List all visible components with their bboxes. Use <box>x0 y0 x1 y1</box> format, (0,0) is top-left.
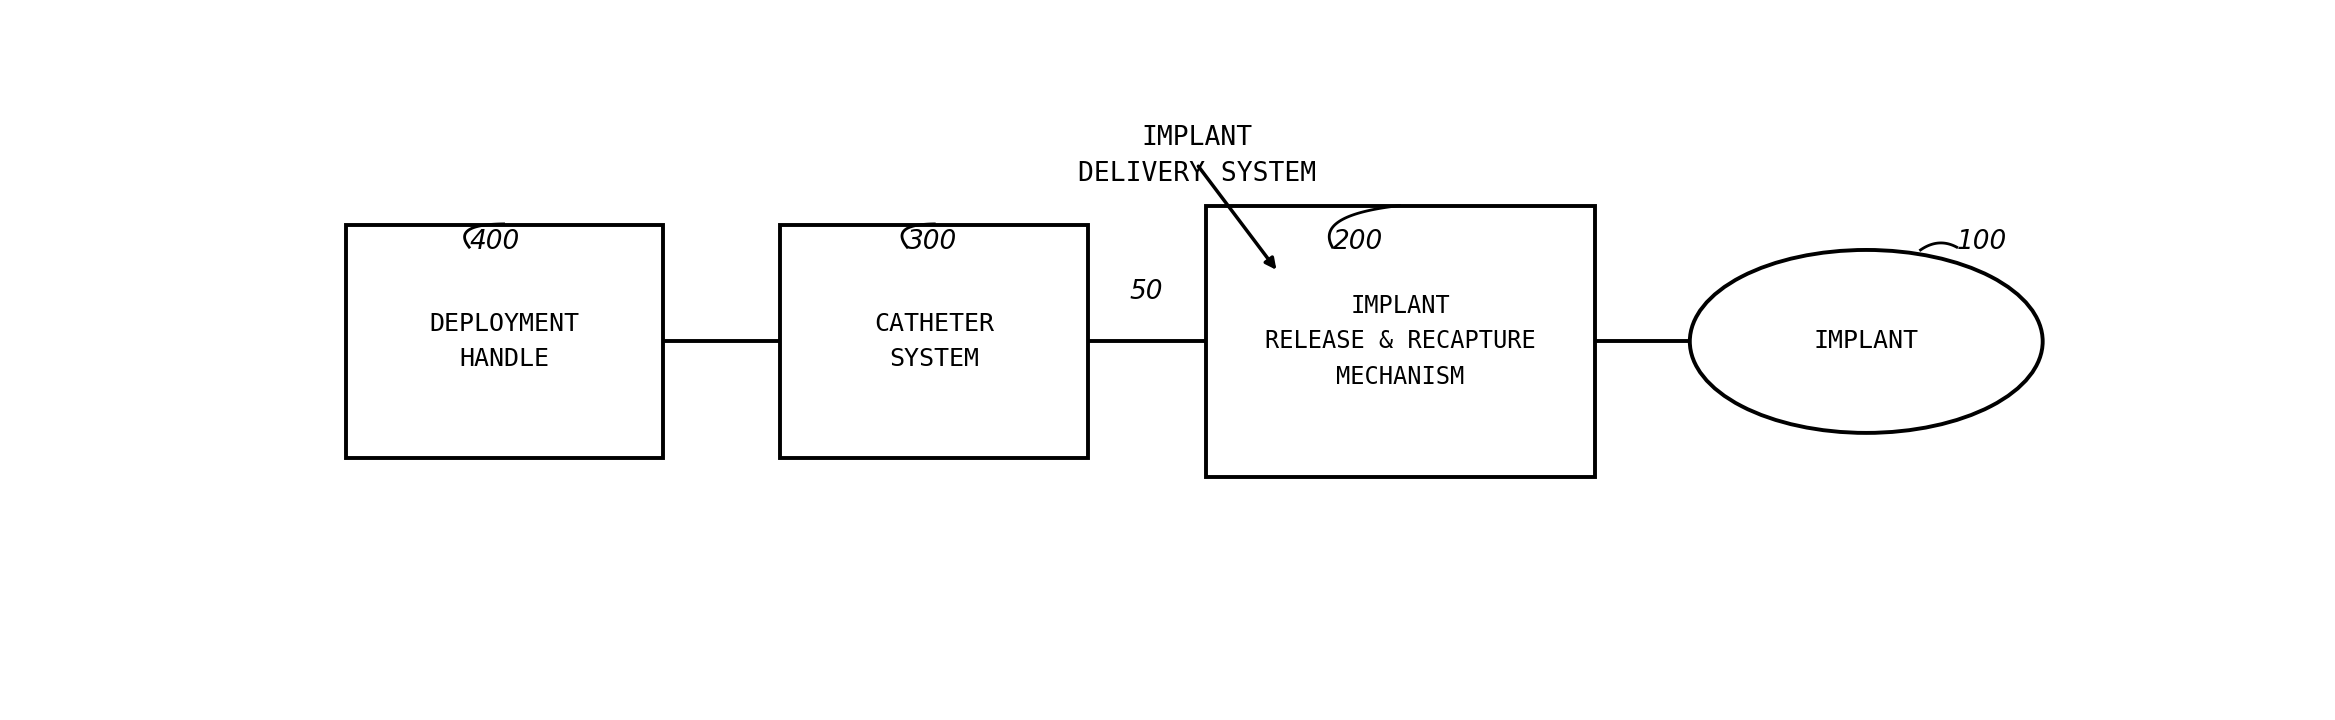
Text: 50: 50 <box>1130 279 1163 305</box>
Text: 300: 300 <box>906 229 957 255</box>
Text: CATHETER
SYSTEM: CATHETER SYSTEM <box>873 312 995 371</box>
Bar <box>780 225 1088 458</box>
Text: DEPLOYMENT
HANDLE: DEPLOYMENT HANDLE <box>430 312 579 371</box>
Text: IMPLANT: IMPLANT <box>1814 330 1919 354</box>
Ellipse shape <box>1691 250 2043 433</box>
Text: 100: 100 <box>1957 229 2008 255</box>
Text: IMPLANT
DELIVERY SYSTEM: IMPLANT DELIVERY SYSTEM <box>1079 125 1315 187</box>
Bar <box>1205 206 1595 477</box>
Text: 200: 200 <box>1333 229 1382 255</box>
Bar <box>346 225 663 458</box>
Text: 400: 400 <box>469 229 518 255</box>
Text: IMPLANT
RELEASE & RECAPTURE
MECHANISM: IMPLANT RELEASE & RECAPTURE MECHANISM <box>1266 294 1536 389</box>
